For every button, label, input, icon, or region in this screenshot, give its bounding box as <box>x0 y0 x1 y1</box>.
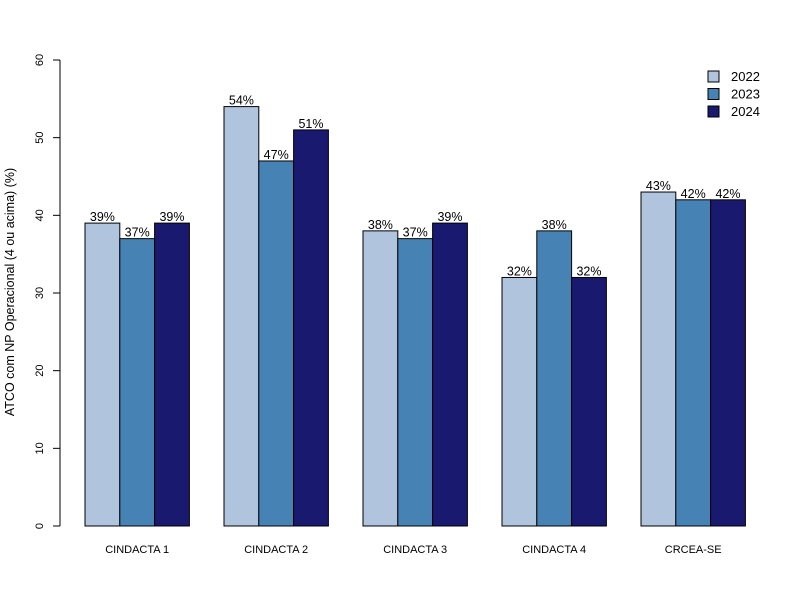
data-label: 37% <box>403 226 428 240</box>
data-label: 32% <box>576 264 601 278</box>
legend: 2022 2023 2024 <box>707 69 760 119</box>
y-tick-label: 50 <box>34 132 46 144</box>
data-label: 42% <box>715 187 740 201</box>
legend-label: 2022 <box>731 69 760 84</box>
legend-swatch <box>707 105 720 118</box>
y-axis-title: ATCO com NP Operacional (4 ou acima) (%) <box>3 168 17 416</box>
legend-label: 2023 <box>731 87 760 102</box>
bar <box>710 199 746 527</box>
category-label: CINDACTA 3 <box>383 544 447 556</box>
bar <box>397 238 434 527</box>
category-label: CINDACTA 2 <box>244 544 308 556</box>
data-label: 39% <box>159 210 184 224</box>
data-label: 43% <box>646 179 671 193</box>
bar-group: 39% 37% 39% <box>84 210 190 527</box>
category-label: CRCEA-SE <box>665 544 722 556</box>
data-label: 54% <box>229 94 254 108</box>
bar <box>293 129 329 527</box>
bar-group: 54% 47% 51% <box>223 94 329 527</box>
legend-swatch <box>707 70 720 83</box>
bar <box>675 199 712 527</box>
bar <box>501 276 538 527</box>
y-tick-label: 60 <box>34 54 46 66</box>
y-tick-label: 40 <box>34 209 46 221</box>
y-tick-label: 10 <box>34 442 46 454</box>
category-labels: CINDACTA 1 CINDACTA 2 CINDACTA 3 CINDACTA 4… <box>105 544 721 556</box>
data-label: 32% <box>507 264 532 278</box>
bar <box>362 230 399 527</box>
bar-group: 38% 37% 39% <box>362 210 468 527</box>
bar <box>119 238 156 527</box>
bar <box>258 160 295 527</box>
bar-group: 43% 42% 42% <box>640 179 746 527</box>
y-axis-ticks: 0 10 20 30 40 50 60 <box>34 54 60 529</box>
y-tick-label: 30 <box>34 287 46 299</box>
data-label: 38% <box>542 218 567 232</box>
bar <box>536 230 573 527</box>
data-label: 42% <box>681 187 706 201</box>
data-label: 47% <box>264 148 289 162</box>
data-label: 39% <box>90 210 115 224</box>
bar <box>223 106 260 527</box>
category-label: CINDACTA 4 <box>522 544 586 556</box>
data-label: 38% <box>368 218 393 232</box>
bar <box>640 191 677 527</box>
bar <box>432 222 468 527</box>
bar <box>84 222 121 527</box>
data-label: 39% <box>437 210 462 224</box>
bar <box>154 222 190 527</box>
bar-group: 32% 38% 32% <box>501 218 607 527</box>
y-tick-label: 20 <box>34 365 46 377</box>
bar <box>571 276 607 527</box>
data-label: 37% <box>125 226 150 240</box>
bar-groups: 39%37%39%54%47%51%38%37%39%32%38%32%43%4… <box>84 94 746 527</box>
category-label: CINDACTA 1 <box>105 544 169 556</box>
legend-label: 2024 <box>731 104 760 119</box>
legend-swatch <box>707 88 720 100</box>
y-tick-label: 0 <box>34 523 46 529</box>
data-label: 51% <box>298 117 323 131</box>
